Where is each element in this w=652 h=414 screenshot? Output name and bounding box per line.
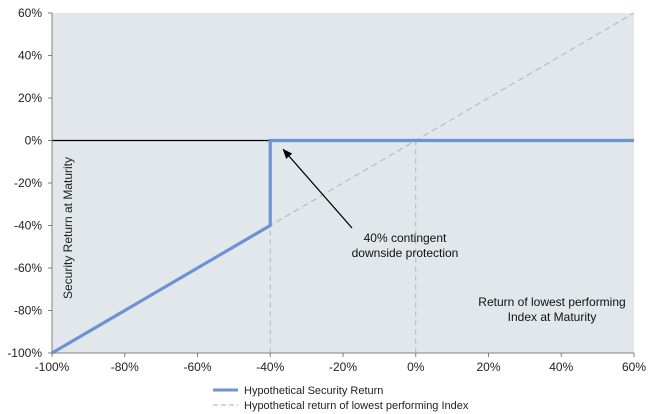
y-tick-label: 20%: [18, 91, 42, 105]
x-tick-label: 0%: [407, 360, 425, 374]
legend-label-index-return: Hypothetical return of lowest performing…: [244, 400, 469, 412]
y-tick-label: -60%: [14, 261, 42, 275]
y-tick-label: -80%: [14, 304, 42, 318]
series-line-security-return: [51, 138, 634, 355]
legend: Hypothetical Security Return Hypothetica…: [213, 385, 469, 412]
y-axis-label: Security Return at Maturity: [61, 157, 75, 299]
x-tick-label: -60%: [183, 360, 211, 374]
annotation-line-2: downside protection: [352, 246, 459, 260]
x-tick-label: 40%: [549, 360, 573, 374]
x-tick-label: 60%: [622, 360, 646, 374]
x-axis-label-line-1: Return of lowest performing: [478, 295, 625, 309]
y-tick-label: 40%: [18, 49, 42, 63]
y-tick-label: -40%: [14, 219, 42, 233]
x-tick-label: -20%: [329, 360, 357, 374]
y-tick-label: 60%: [18, 6, 42, 20]
legend-label-security-return: Hypothetical Security Return: [244, 385, 383, 397]
y-tick-label: -100%: [7, 346, 42, 360]
x-tick-label: -80%: [111, 360, 139, 374]
x-axis-label-line-2: Index at Maturity: [508, 310, 597, 324]
y-tick-labels: -100% -80% -60% -40% -20% 0% 20% 40% 60%: [7, 6, 42, 360]
annotation-line-1: 40% contingent: [364, 231, 447, 245]
series-layer: [51, 12, 635, 355]
x-tick-label: 20%: [476, 360, 500, 374]
x-tick-label: -40%: [256, 360, 284, 374]
y-tick-label: 0%: [25, 134, 43, 148]
x-tick-label: -100%: [35, 360, 70, 374]
axes: [48, 12, 635, 357]
x-tick-labels: -100% -80% -60% -40% -20% 0% 20% 40% 60%: [35, 360, 647, 374]
annotation-arrow: [282, 148, 353, 229]
y-tick-label: -20%: [14, 176, 42, 190]
